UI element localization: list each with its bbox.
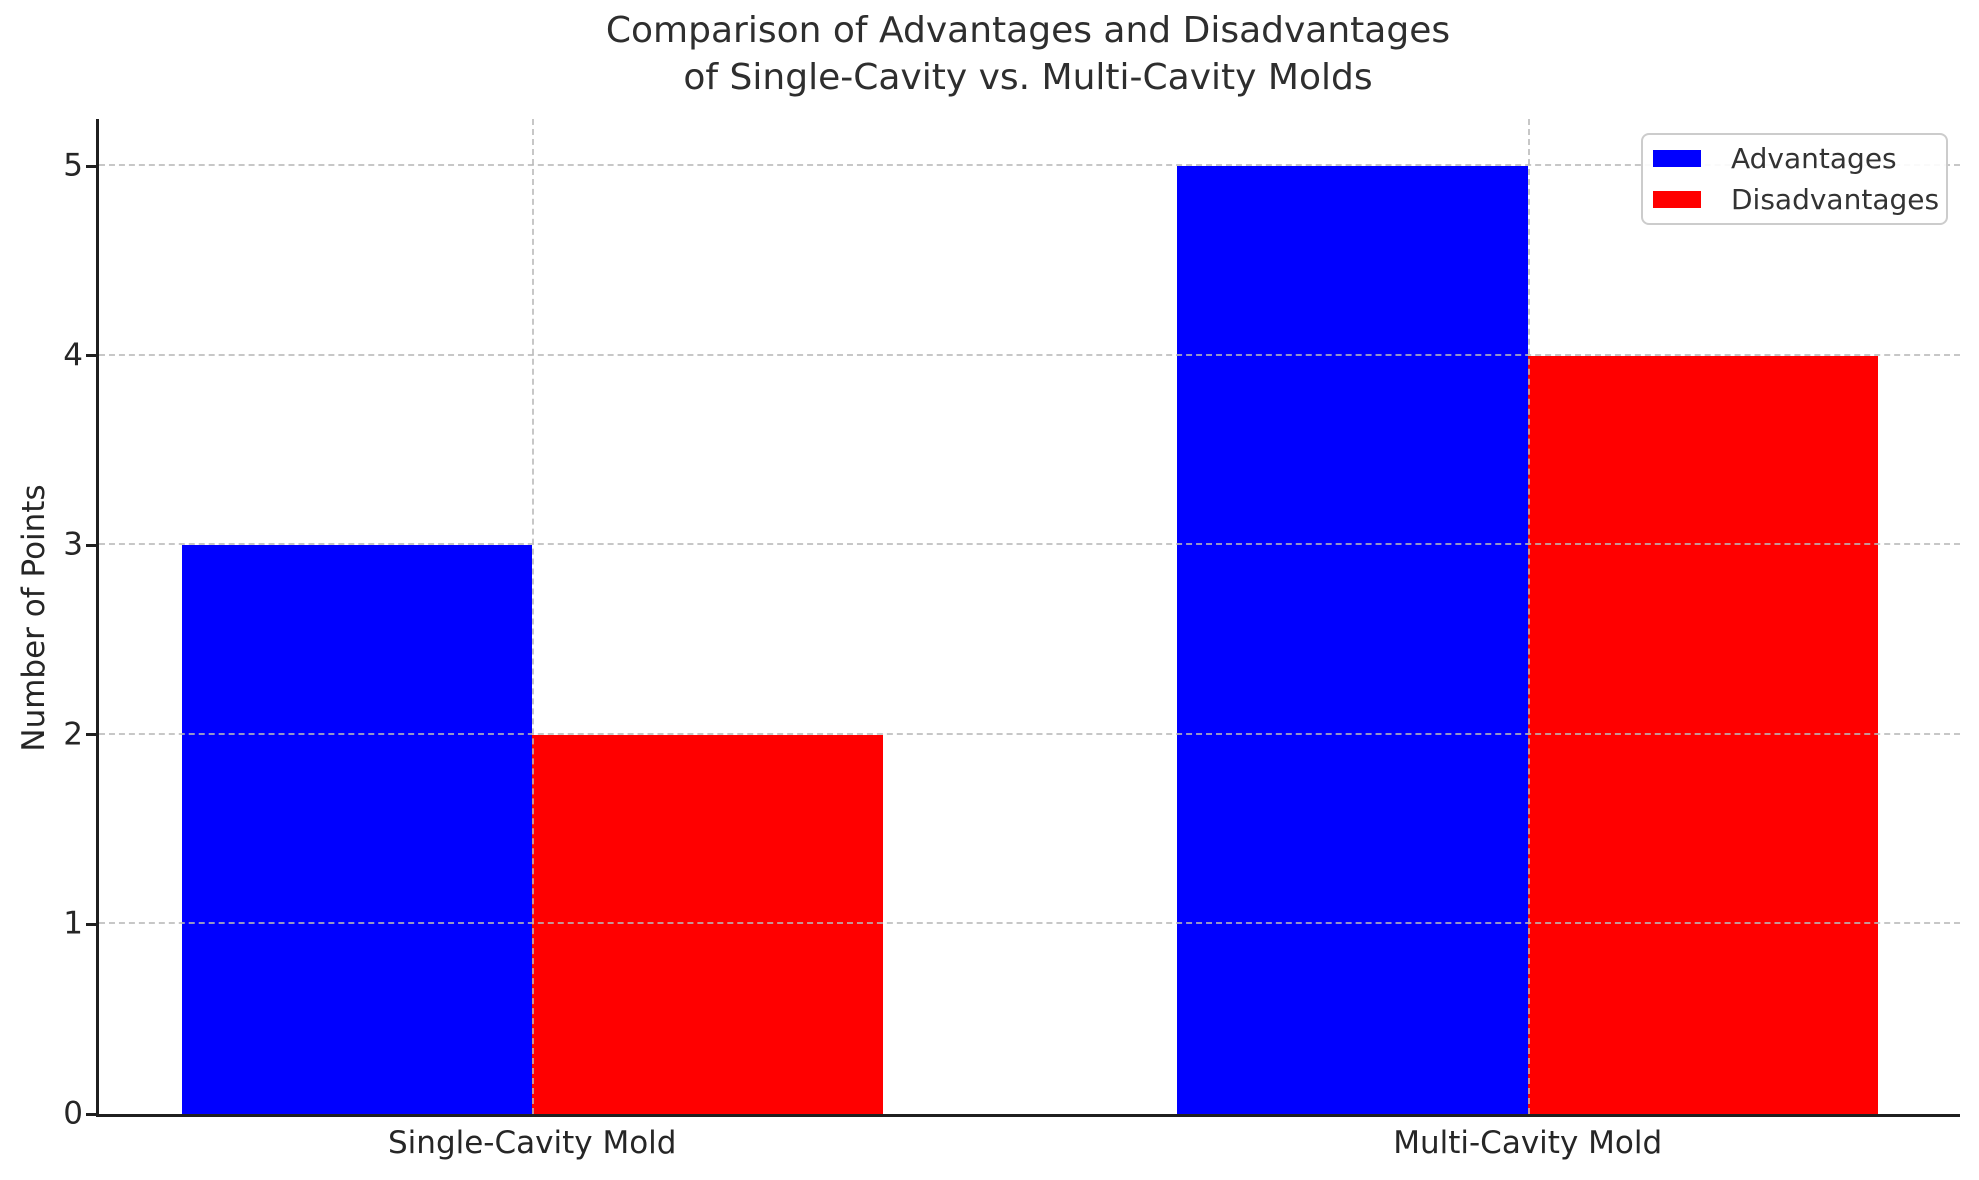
gridline-y-1 [99,922,1960,925]
ytick-label-1: 1 [63,905,83,942]
bar-disadvantages-2 [1527,355,1879,1114]
ytick-label-4: 4 [63,337,83,374]
legend-swatch-advantages [1653,150,1701,167]
legend-label-disadvantages: Disadvantages [1731,182,1940,216]
xtick-label-2: Multi-Cavity Mold [1393,1125,1663,1161]
chart-title: Comparison of Advantages and Disadvantag… [605,10,1451,98]
gridline-y-5 [99,164,1960,167]
ytick-mark-4 [86,354,99,358]
gridline-x-2 [1527,119,1530,1114]
plot-area: 0 1 2 3 4 5 Single-Cavity Mold Multi-Cavity Mol… [63,119,1960,1161]
ytick-label-5: 5 [63,147,83,184]
ytick-label-3: 3 [63,526,83,563]
y-axis-label: Number of Points [16,484,52,752]
ytick-label-2: 2 [63,716,83,753]
ytick-mark-0 [86,1112,99,1116]
gridline-y-2 [99,732,1960,735]
ytick-mark-5 [86,164,99,168]
ytick-mark-3 [86,543,99,547]
legend-item-disadvantages: Disadvantages [1653,183,1946,216]
ytick-label-0: 0 [63,1095,83,1132]
legend-swatch-disadvantages [1653,191,1701,208]
bar-advantages-2 [1177,166,1528,1114]
legend: Advantages Disadvantages [1641,133,1948,225]
gridline-y-4 [99,353,1960,356]
legend-label-advantages: Advantages [1731,141,1897,175]
bar-advantages-1 [181,545,533,1114]
gridline-x-1 [532,119,535,1114]
ytick-mark-2 [86,733,99,737]
ytick-mark-1 [86,922,99,926]
xtick-label-1: Single-Cavity Mold [388,1125,677,1161]
legend-item-advantages: Advantages [1653,142,1946,175]
gridline-y-3 [99,543,1960,546]
